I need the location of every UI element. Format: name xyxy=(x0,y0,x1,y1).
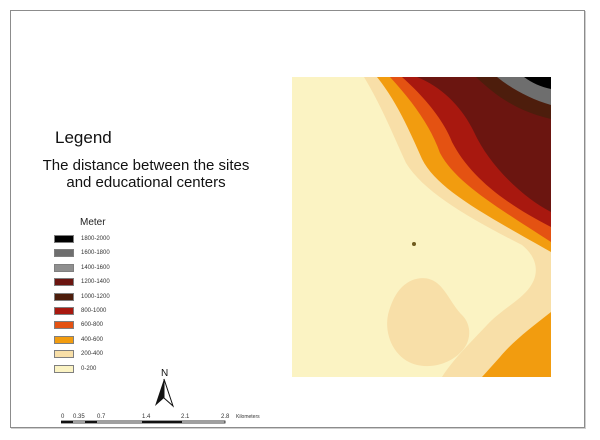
north-arrow-right-half xyxy=(163,378,175,408)
legend-swatch xyxy=(54,278,74,287)
legend-item: 1600-1800 xyxy=(54,249,204,261)
north-arrow: N xyxy=(149,366,179,416)
legend-title: Legend xyxy=(55,128,112,147)
legend-label: 1800-2000 xyxy=(81,236,110,242)
distance-patch-200-400 xyxy=(387,278,470,367)
legend-label: 600-800 xyxy=(81,322,104,329)
legend-item: 200-400 xyxy=(54,350,204,362)
legend-item: 800-1000 xyxy=(54,307,204,319)
legend-item: 0-200 xyxy=(54,364,204,377)
legend-item: 600-800 xyxy=(54,321,204,333)
scale-tick-5: 2.8 xyxy=(221,414,230,420)
scale-segment xyxy=(85,421,97,423)
north-label: N xyxy=(161,368,168,379)
legend-swatch xyxy=(54,364,74,373)
legend-swatch xyxy=(54,292,74,301)
legend-item: 1000-1200 xyxy=(54,292,204,305)
legend-label: 1600-1800 xyxy=(81,250,110,257)
north-arrow-icon: N xyxy=(155,368,175,408)
scale-unit: Kilometers xyxy=(236,414,260,420)
distance-band-1800-2000 xyxy=(524,77,551,89)
legend-label: 1000-1200 xyxy=(81,293,110,300)
scale-tick-0: 0 xyxy=(61,414,65,420)
legend-item: 400-600 xyxy=(54,335,204,348)
legend-swatch xyxy=(54,263,74,272)
legend-subtitle: The distance between the sites and educa… xyxy=(42,157,250,191)
legend-label: 200-400 xyxy=(81,351,104,358)
distance-patch-0-200 xyxy=(303,242,388,323)
legend-swatch xyxy=(54,235,74,243)
legend-swatch xyxy=(54,335,74,344)
legend-swatch xyxy=(54,350,74,359)
legend-label: 1400-1600 xyxy=(81,264,110,271)
scale-tick-3: 1.4 xyxy=(142,414,151,420)
legend-unit: Meter xyxy=(80,217,106,228)
scale-bar-graphic: 0 0.35 0.7 1.4 2.1 2.8 Kilometers xyxy=(60,414,260,424)
scale-tick-2: 0.7 xyxy=(97,414,106,420)
scale-segment xyxy=(61,421,73,423)
legend-label: 1200-1400 xyxy=(81,279,110,286)
north-arrow-left-half xyxy=(155,379,164,406)
scale-tick-1: 0.35 xyxy=(73,414,85,420)
legend-item: 1800-2000 xyxy=(54,235,204,247)
map-layout-frame: Legend The distance between the sites an… xyxy=(10,10,585,428)
legend-swatch xyxy=(54,307,74,315)
legend-item: 1200-1400 xyxy=(54,278,204,290)
distance-map xyxy=(292,77,551,377)
scale-bar: 0 0.35 0.7 1.4 2.1 2.8 Kilometers xyxy=(60,411,281,440)
legend-label: 0-200 xyxy=(81,365,97,372)
legend-label: 400-600 xyxy=(81,336,104,343)
legend-item: 1400-1600 xyxy=(54,263,204,276)
scale-segment xyxy=(142,421,182,423)
legend-label: 800-1000 xyxy=(81,308,107,314)
scale-tick-4: 2.1 xyxy=(181,414,190,420)
legend-swatch xyxy=(54,321,74,330)
site-point xyxy=(412,242,416,246)
legend-swatch xyxy=(54,249,74,258)
